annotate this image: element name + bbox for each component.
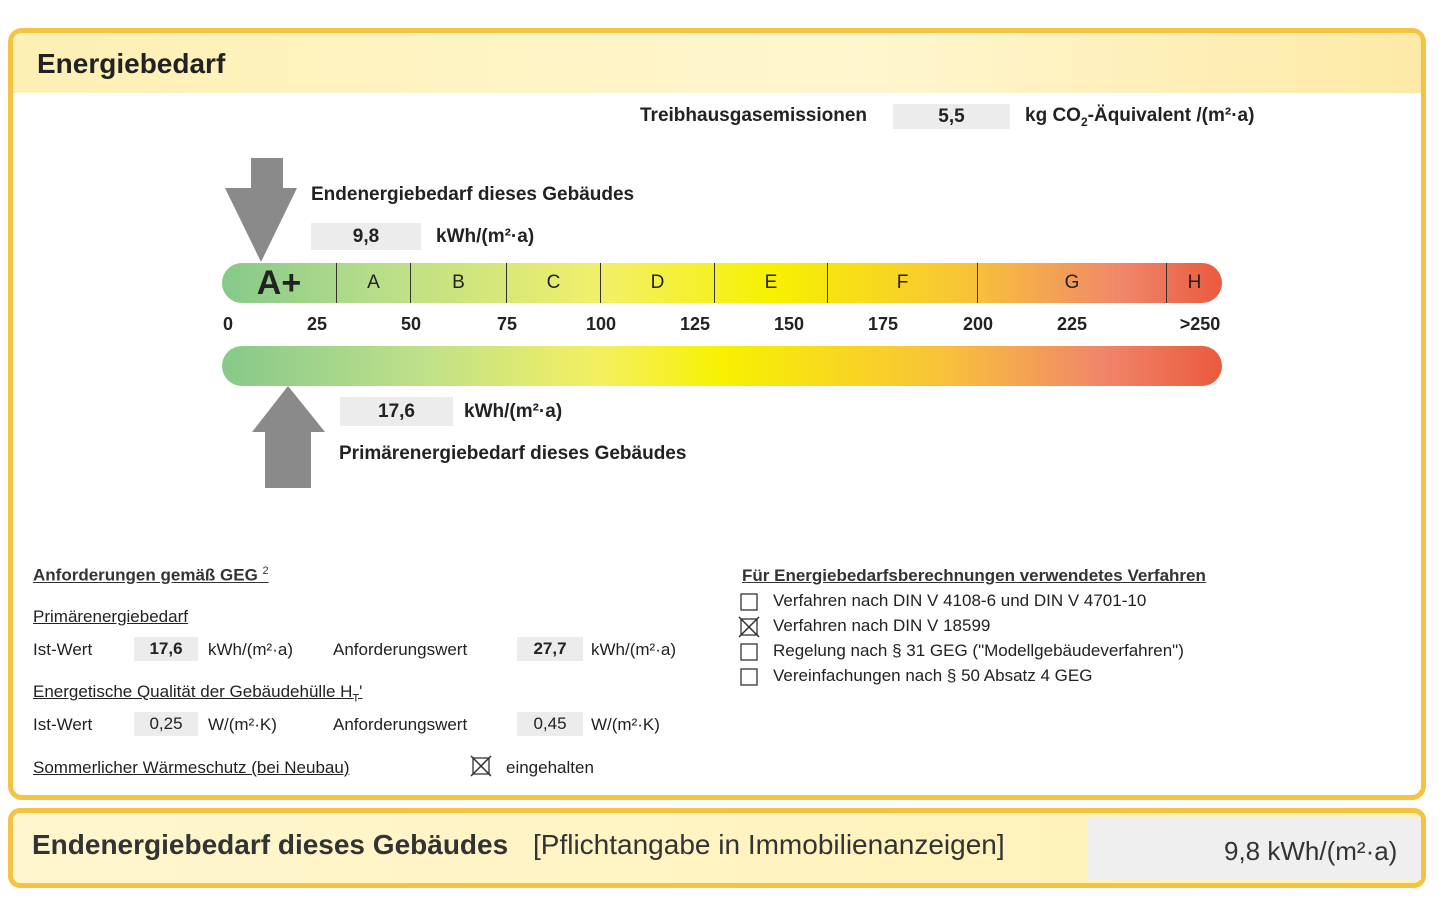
class-cell: G [978,263,1167,303]
required-label: Anforderungswert [333,715,468,734]
title-sub: T [352,692,360,705]
class-cell: B [411,263,507,303]
method-label: Regelung nach § 31 GEG ("Modellgebäudeve… [773,641,1184,660]
class-cell: A [337,263,411,303]
actual-label: Ist-Wert [33,715,93,734]
method-label: Verfahren nach DIN V 4108-6 und DIN V 47… [773,591,1147,610]
tick-label: 200 [962,314,994,334]
checkbox [740,643,758,661]
checkbox [738,616,760,638]
checkbox [740,593,758,611]
class-cell: D [601,263,715,303]
header-band [13,33,1421,93]
tick-label: 225 [1056,314,1088,334]
tick-label: 150 [773,314,805,334]
emissions-unit: kg CO2-Äquivalent /(m²·a) [1025,105,1254,129]
header-title: Energiebedarf [37,48,226,79]
method-label: Vereinfachungen nach § 50 Absatz 4 GEG [773,666,1093,685]
actual-unit: kWh/(m²·a) [208,640,293,659]
title-sup: 2 [262,565,269,577]
class-cell: F [828,263,978,303]
tick-label: 175 [867,314,899,334]
primary-energy-value: 17,6 [340,397,453,426]
required-label: Anforderungswert [333,640,468,659]
primary-energy-label: Primärenergiebedarf dieses Gebäudes [339,443,687,464]
efficiency-scale: A+ A B C D E F G H [222,263,1222,303]
class-cell: A+ [222,263,337,303]
actual-label: Ist-Wert [33,640,93,659]
footer-note: [Pflichtangabe in Immobilienanzeigen] [533,829,1005,860]
tick-label: >250 [1179,314,1221,334]
methods-title: Für Energiebedarfsberechnungen verwendet… [742,566,1206,585]
tick-label: 25 [306,314,328,334]
footer-value: 9,8 kWh/(m²·a) [1224,836,1398,866]
title-text: Anforderungen gemäß GEG [33,565,258,585]
tick-label: 100 [585,314,617,334]
summer-label: eingehalten [506,758,594,777]
method-label: Verfahren nach DIN V 18599 [773,616,991,635]
tick-label: 75 [496,314,518,334]
emissions-label: Treibhausgasemissionen [640,105,868,126]
final-energy-arrow [225,158,297,262]
class-cell: E [715,263,828,303]
emissions-value: 5,5 [893,104,1010,129]
final-energy-unit: kWh/(m²·a) [436,226,535,247]
primary-energy-unit: kWh/(m²·a) [464,401,563,422]
tick-label: 50 [400,314,422,334]
primary-title: Primärenergiebedarf [33,607,188,626]
main-frame [8,28,1426,800]
envelope-title: Energetische Qualität der Gebäudehülle H… [33,682,362,704]
title-text: Energetische Qualität der Gebäudehülle H [33,682,353,701]
required-value: 27,7 [517,637,583,661]
unit-text: -Äquivalent /(m²·a) [1087,105,1255,126]
required-value: 0,45 [517,712,583,736]
summer-title: Sommerlicher Wärmeschutz (bei Neubau) [33,758,350,777]
footer-value-box [1088,817,1421,880]
checkbox [740,668,758,686]
checkbox [470,755,492,777]
final-energy-value: 9,8 [311,223,421,250]
class-cell: C [507,263,601,303]
unit-text: kg CO [1025,105,1081,126]
unit-sub: 2 [1080,114,1088,129]
required-unit: kWh/(m²·a) [591,640,676,659]
requirements-title: Anforderungen gemäß GEG 2 [33,565,269,586]
required-unit: W/(m²·K) [591,715,660,734]
footer-title: Endenergiebedarf dieses Gebäudes [32,829,509,860]
actual-unit: W/(m²·K) [208,715,277,734]
title-text: ' [359,682,363,701]
final-energy-label: Endenergiebedarf dieses Gebäudes [311,184,635,205]
actual-value: 17,6 [134,637,198,661]
tick-label: 125 [679,314,711,334]
actual-value: 0,25 [134,712,198,736]
gradient-bar [222,346,1222,386]
primary-energy-arrow [252,386,325,488]
class-cell: H [1187,272,1202,293]
tick-label: 0 [222,314,233,334]
